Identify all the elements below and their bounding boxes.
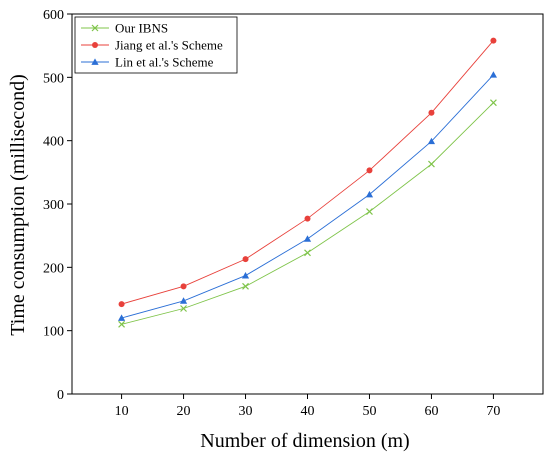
y-axis: 0 100 200 300 400 500 600	[43, 8, 72, 403]
x-tick-label: 40	[301, 404, 315, 419]
x-tick-label: 70	[486, 404, 500, 419]
x-marker-stroke	[242, 282, 249, 290]
data-point	[366, 208, 373, 216]
legend-item: Jiang et al.'s Scheme	[81, 38, 223, 53]
legend-label: Our IBNS	[115, 21, 168, 36]
data-point	[242, 282, 249, 290]
legend-item: Our IBNS	[81, 21, 168, 36]
x-marker-stroke	[91, 24, 99, 32]
series-layer	[117, 37, 498, 328]
legend-label: Jiang et al.'s Scheme	[115, 38, 223, 53]
data-point	[366, 167, 373, 174]
x-tick-label: 10	[115, 404, 129, 419]
x-marker-stroke	[366, 208, 373, 216]
series-line	[121, 74, 494, 319]
data-point	[490, 37, 497, 44]
x-tick-label: 50	[362, 404, 376, 419]
y-axis-title: Time consumption (millisecond)	[7, 74, 29, 335]
y-tick-label: 300	[43, 198, 64, 213]
data-point	[304, 249, 311, 257]
x-marker-stroke	[304, 249, 311, 257]
y-tick-label: 200	[43, 261, 64, 276]
x-marker-stroke	[180, 305, 187, 312]
legend-item: Lin et al.'s Scheme	[81, 55, 214, 70]
x-marker-stroke	[118, 320, 126, 328]
data-point	[242, 256, 249, 263]
series-line	[121, 102, 494, 325]
series-line	[121, 40, 494, 305]
data-point	[489, 99, 497, 107]
data-point	[428, 109, 435, 116]
legend-label: Lin et al.'s Scheme	[115, 55, 214, 70]
data-point	[118, 301, 125, 308]
x-icon	[91, 24, 99, 32]
data-point	[428, 160, 435, 168]
x-marker-stroke	[428, 160, 435, 168]
x-tick-label: 60	[424, 404, 438, 419]
y-tick-label: 0	[57, 388, 64, 403]
series-lin-et-al-s-scheme	[117, 71, 498, 321]
data-point	[117, 314, 126, 321]
y-tick-label: 500	[43, 71, 64, 86]
series-jiang-et-al-s-scheme	[118, 37, 497, 308]
series-our-ibns	[118, 99, 497, 328]
x-marker-stroke	[489, 99, 497, 107]
y-tick-label: 600	[43, 8, 64, 23]
data-point	[241, 271, 250, 279]
data-point	[489, 71, 498, 78]
data-point	[365, 190, 374, 198]
data-point	[180, 305, 187, 312]
data-point	[427, 137, 436, 145]
data-point	[304, 215, 311, 222]
legend: Our IBNS Jiang et al.'s Scheme Lin et al.'…	[74, 16, 238, 74]
x-tick-label: 30	[239, 404, 253, 419]
data-point	[303, 235, 312, 242]
x-tick-label: 20	[177, 404, 191, 419]
data-point	[180, 283, 187, 290]
data-point	[179, 297, 188, 304]
data-point	[118, 320, 126, 328]
x-axis: 10 20 30 40 50 60 70	[115, 394, 500, 419]
x-axis-title: Number of dimension (m)	[200, 430, 409, 452]
triangle-icon	[91, 58, 99, 65]
y-tick-label: 400	[43, 135, 64, 150]
y-tick-label: 100	[43, 325, 64, 340]
circle-icon	[92, 42, 98, 48]
